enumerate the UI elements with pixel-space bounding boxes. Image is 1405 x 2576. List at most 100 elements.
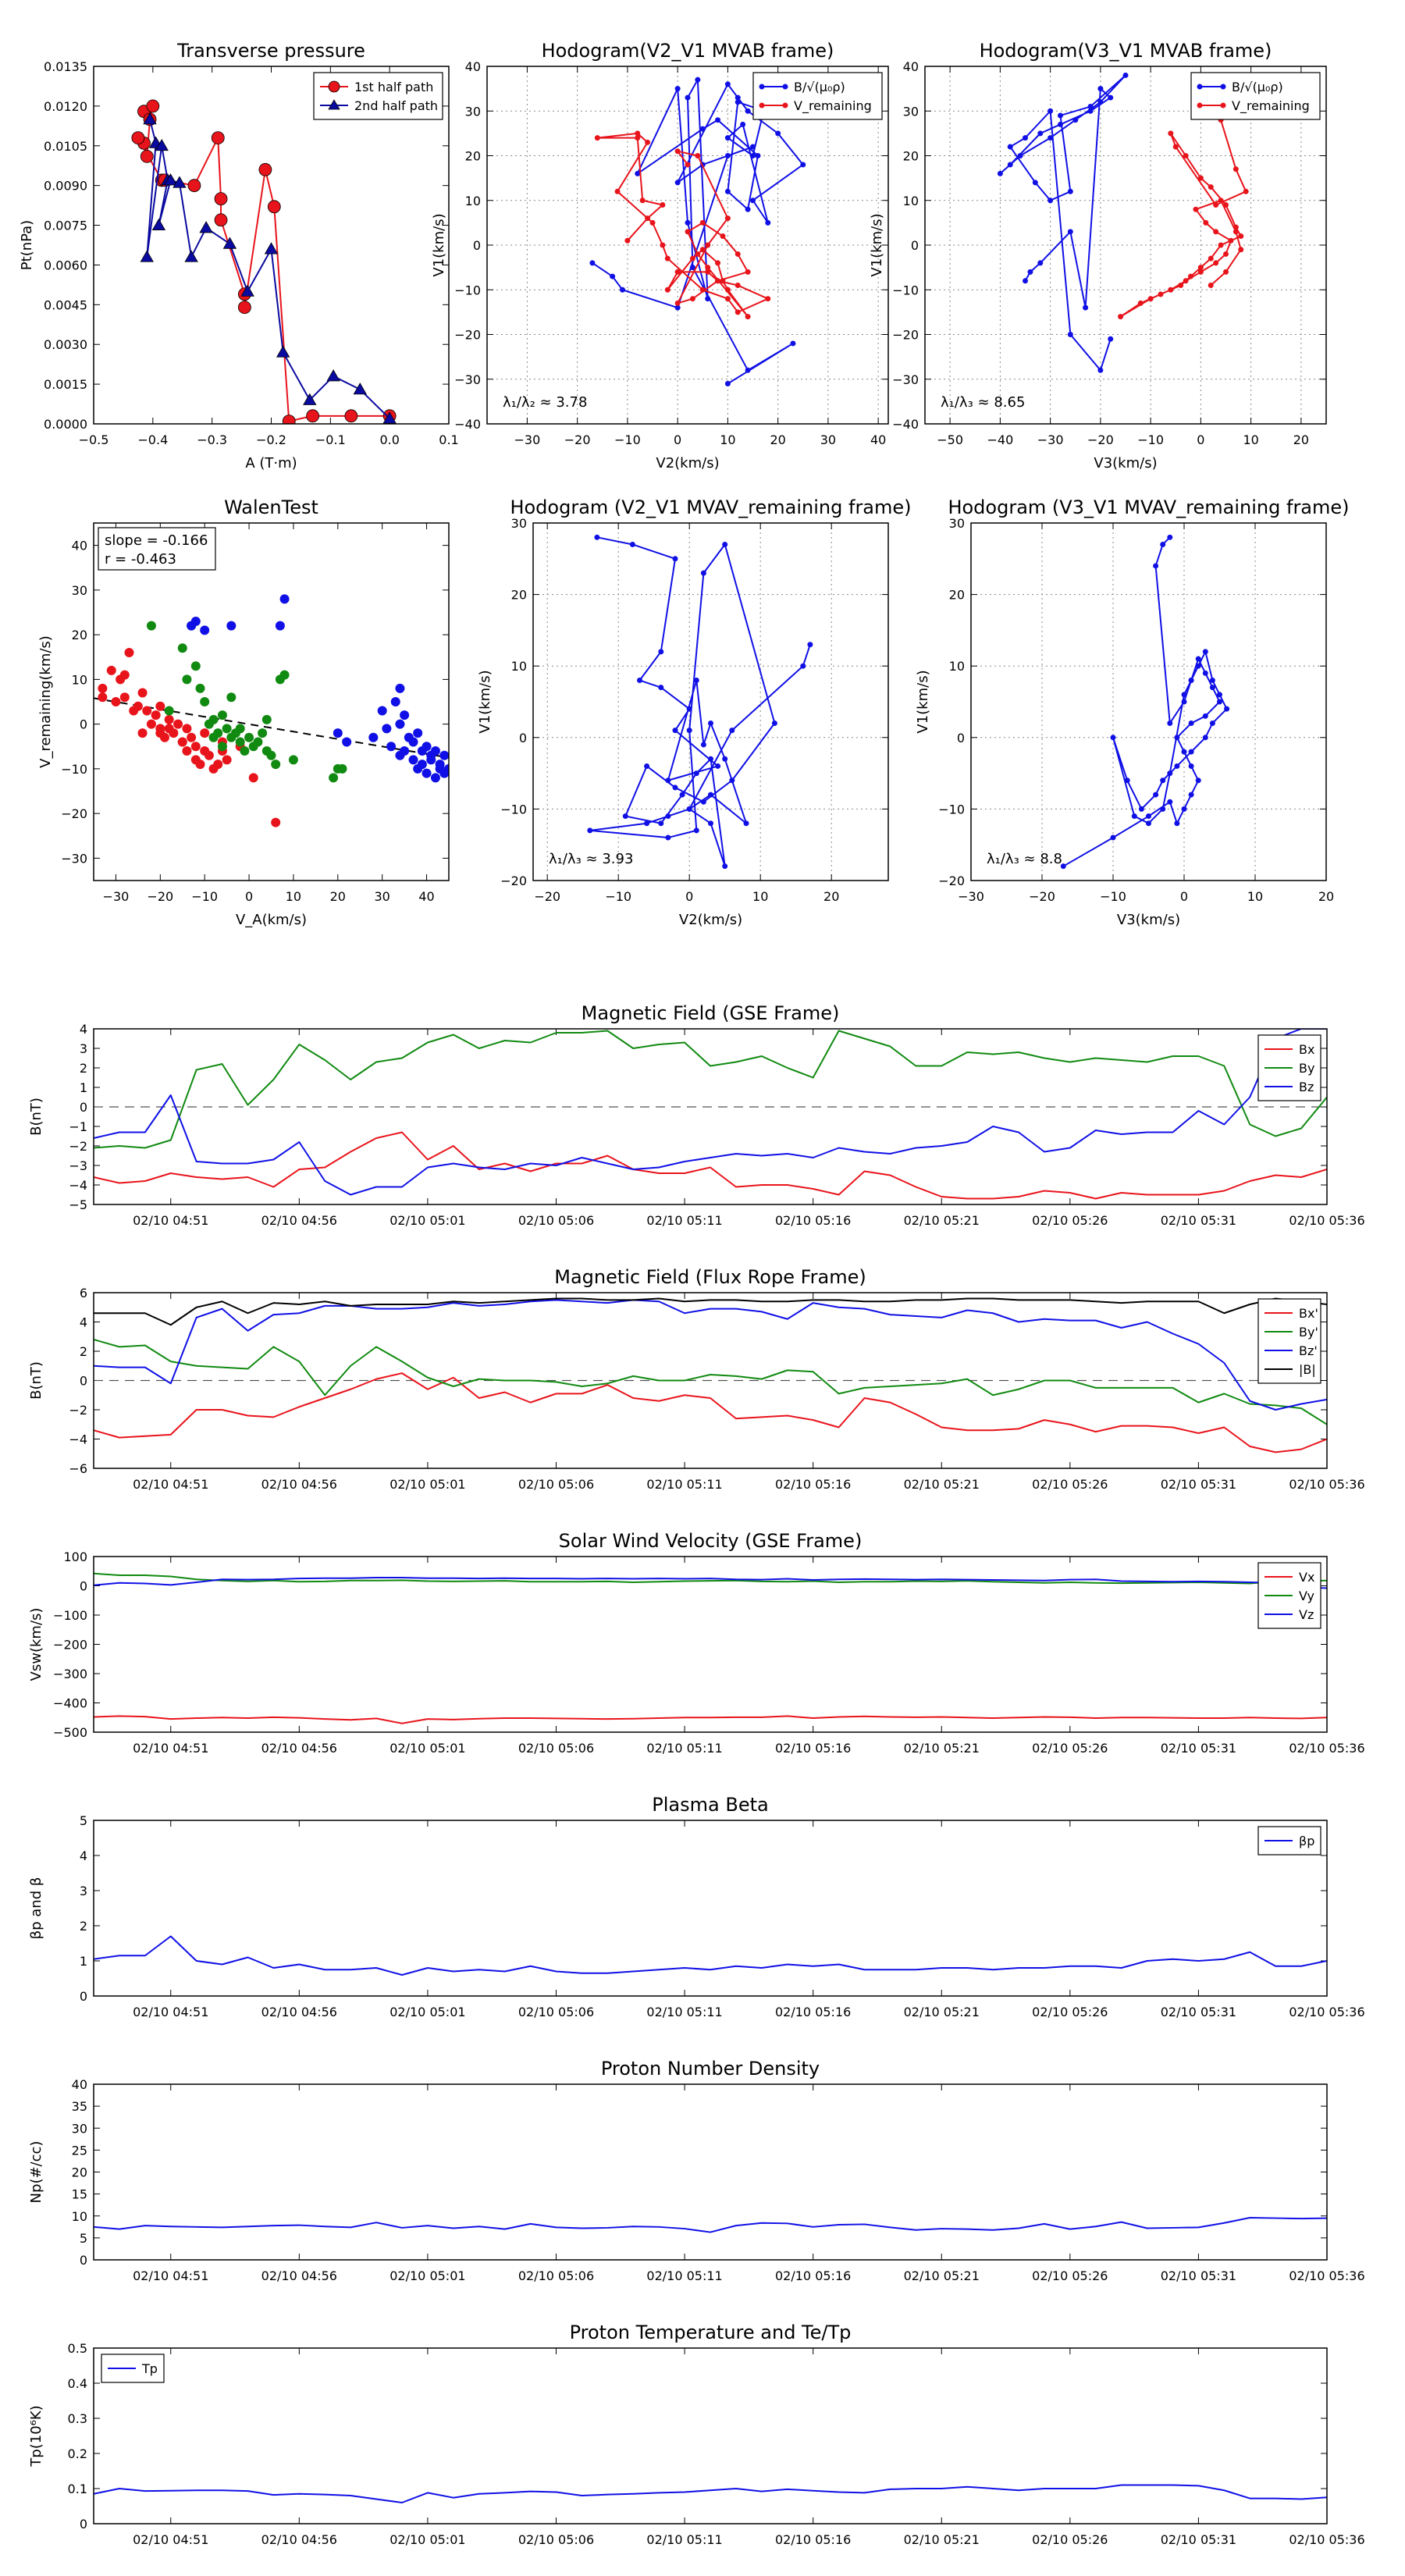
data-point — [275, 621, 285, 631]
stats-box — [98, 527, 216, 571]
data-point — [639, 197, 646, 204]
y-tick-label: 20 — [72, 2165, 87, 2180]
x-tick-label: 0.1 — [439, 432, 458, 447]
chart-title: Hodogram(V3_V1 MVAB frame) — [980, 40, 1272, 62]
chart-title: Magnetic Field (Flux Rope Frame) — [554, 1266, 866, 1288]
y-tick-label: 0 — [80, 1579, 87, 1594]
y-tick-label: 5 — [80, 2231, 87, 2246]
legend: βp — [1257, 1826, 1321, 1856]
data-point — [699, 219, 706, 226]
data-point — [211, 131, 225, 145]
data-point — [226, 621, 237, 631]
data-point — [708, 820, 713, 827]
series-line-bz — [94, 1029, 1327, 1196]
data-point — [253, 737, 263, 747]
y-tick-label: −10 — [61, 762, 87, 777]
y-tick-label: 30 — [72, 2121, 87, 2136]
series-line-tp — [94, 2484, 1327, 2503]
data-point — [775, 130, 781, 137]
data-point — [1224, 706, 1230, 712]
legend: Bx By Bz — [1257, 1034, 1321, 1101]
chart-title: Magnetic Field (GSE Frame) — [582, 1002, 840, 1024]
data-point — [1138, 806, 1144, 812]
data-point — [1017, 153, 1023, 158]
x-tick-label: 02/10 05:36 — [1289, 1477, 1364, 1492]
x-tick-label: 30 — [375, 889, 390, 904]
data-point — [395, 683, 405, 693]
y-tick-label: 30 — [72, 583, 87, 598]
data-point — [240, 284, 254, 297]
x-tick-label: 02/10 04:56 — [261, 2532, 337, 2547]
data-point — [146, 621, 156, 631]
x-tick-label: −30 — [1037, 432, 1064, 447]
data-layer — [94, 1572, 1327, 1724]
data-point — [1228, 237, 1234, 244]
data-point — [430, 773, 440, 783]
x-tick-label: 02/10 05:31 — [1161, 1213, 1236, 1228]
y-tick-label: −4 — [69, 1432, 87, 1447]
data-point — [686, 806, 692, 812]
data-point — [214, 192, 228, 206]
data-point — [1183, 153, 1189, 158]
data-point — [699, 286, 706, 293]
legend-label: By' — [1299, 1325, 1318, 1340]
data-point — [689, 255, 695, 262]
x-tick-label: 02/10 05:16 — [775, 2268, 851, 2283]
y-axis-label: Pt(nPa) — [19, 220, 35, 270]
eigenvalue-ratio-annotation: λ₁/λ₂ ≈ 3.78 — [503, 394, 587, 411]
legend-marker — [1197, 102, 1203, 109]
x-tick-label: −10 — [605, 889, 631, 904]
x-tick-label: 02/10 05:06 — [518, 1213, 594, 1228]
x-tick-label: 02/10 05:36 — [1289, 2268, 1364, 2283]
data-point — [622, 813, 628, 820]
data-point — [444, 763, 449, 774]
y-tick-label: 4 — [80, 1848, 87, 1863]
data-point — [645, 215, 651, 222]
data-point — [750, 197, 756, 204]
data-point — [182, 724, 192, 734]
data-point — [745, 206, 751, 212]
series-line-vx — [94, 1715, 1327, 1724]
series-line-vz — [94, 1577, 1327, 1589]
data-point — [1213, 201, 1219, 208]
data-point — [672, 556, 678, 562]
data-point — [276, 345, 290, 358]
data-point — [1110, 735, 1116, 741]
data-point — [151, 218, 166, 230]
y-tick-label: 0 — [911, 238, 919, 253]
x-tick-label: 02/10 05:06 — [518, 1741, 594, 1756]
x-tick-label: −30 — [958, 889, 984, 904]
plot-frame — [93, 1556, 1328, 1733]
series-line-0 — [1062, 536, 1228, 867]
legend: Tp — [101, 2354, 165, 2383]
data-point — [695, 76, 701, 83]
chart-magnetic-field-gse: Magnetic Field (GSE Frame) 02/10 04:51 02/… — [28, 1002, 1365, 1228]
data-point — [807, 642, 813, 648]
data-point — [1057, 112, 1063, 119]
y-tick-label: −5 — [69, 1197, 87, 1212]
data-point — [660, 242, 666, 248]
data-point — [98, 683, 108, 693]
y-axis-label: V1(km/s) — [477, 670, 493, 733]
y-tick-label: 0.2 — [68, 2446, 87, 2461]
legend-marker — [1197, 84, 1203, 90]
x-tick-label: 10 — [1247, 889, 1263, 904]
plot-frame — [486, 66, 889, 425]
y-tick-label: −400 — [53, 1696, 87, 1711]
data-point — [377, 706, 387, 716]
y-tick-label: 0.3 — [68, 2411, 87, 2426]
data-point — [1232, 224, 1239, 230]
data-point — [1167, 799, 1173, 805]
data-point — [426, 755, 436, 765]
data-point — [1172, 144, 1179, 150]
x-tick-label: 20 — [330, 889, 346, 904]
legend-label: Vx — [1299, 1570, 1314, 1585]
y-tick-label: −20 — [500, 873, 527, 888]
chart-hodogram-v2-v1-mvab: Hodogram(V2_V1 MVAB frame) −30 −20 −10 0 10 20… — [431, 40, 889, 471]
data-point — [1168, 286, 1174, 293]
series-line-b- — [999, 74, 1126, 372]
data-point — [1223, 201, 1229, 208]
series-line-bx- — [94, 1372, 1327, 1453]
y-tick-label: 0 — [80, 1100, 87, 1115]
data-point — [204, 750, 214, 760]
